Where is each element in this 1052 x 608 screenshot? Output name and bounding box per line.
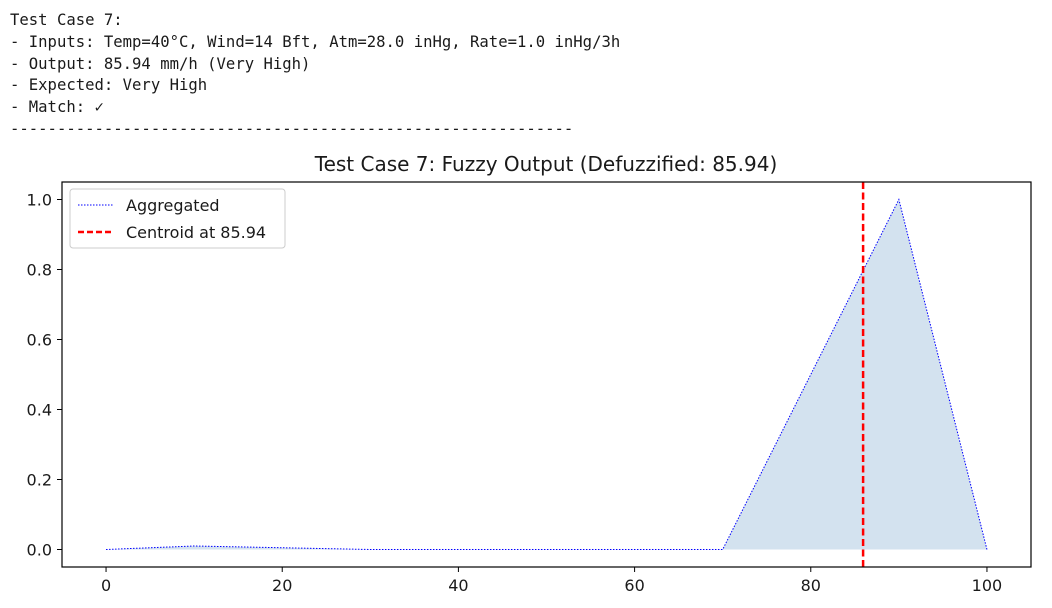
y-tick-label: 0.4 [27, 401, 52, 420]
legend-centroid-label: Centroid at 85.94 [126, 223, 266, 242]
console-output: Test Case 7: - Inputs: Temp=40°C, Wind=14… [10, 10, 620, 141]
x-tick-label: 60 [624, 576, 644, 595]
legend: Aggregated Centroid at 85.94 [69, 188, 286, 249]
legend-box [69, 188, 286, 249]
y-tick-label: 0.8 [27, 261, 52, 280]
y-tick-label: 0.2 [27, 471, 52, 490]
y-tick-label: 0.0 [27, 541, 52, 560]
x-tick-label: 80 [801, 576, 821, 595]
console-line: ----------------------------------------… [10, 119, 574, 138]
x-tick-label: 0 [101, 576, 111, 595]
axis-ticks: 0 20 40 60 80 100 0.0 0.2 0.4 0.6 0.8 1.0 [27, 191, 1003, 596]
y-tick-label: 0.6 [27, 331, 52, 350]
y-tick-label: 1.0 [27, 191, 52, 210]
console-line: - Match: ✓ [10, 98, 104, 117]
axes-frame [61, 181, 1032, 568]
x-tick-label: 100 [972, 576, 1003, 595]
chart-title: Test Case 7: Fuzzy Output (Defuzzified: … [314, 152, 778, 176]
plot-area [106, 182, 988, 567]
aggregated-area-fill [106, 199, 987, 550]
legend-aggregated-label: Aggregated [126, 196, 220, 215]
x-tick-label: 20 [272, 576, 292, 595]
console-line: Test Case 7: [10, 11, 123, 29]
console-line: - Inputs: Temp=40°C, Wind=14 Bft, Atm=28… [10, 32, 621, 51]
x-tick-label: 40 [448, 576, 468, 595]
console-line: - Expected: Very High [10, 76, 208, 95]
console-line: - Output: 85.94 mm/h (Very High) [10, 54, 311, 73]
